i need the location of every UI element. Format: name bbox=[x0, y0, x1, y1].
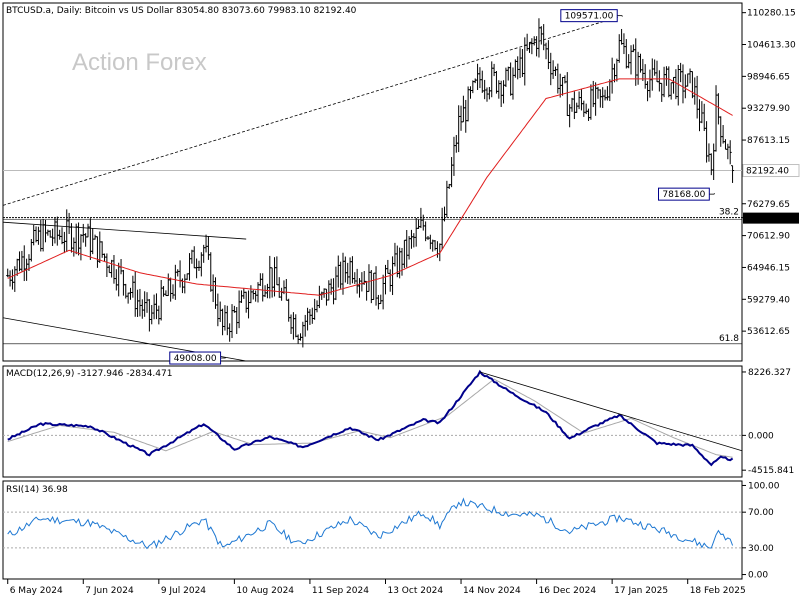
price-annotation-label: 49008.00 bbox=[174, 354, 217, 364]
price-trendline-0 bbox=[2, 16, 620, 206]
fib-382-label: 38.2 bbox=[719, 208, 739, 218]
x-tick-label: 14 Nov 2024 bbox=[463, 586, 521, 596]
price-bars bbox=[6, 18, 735, 348]
macd-panel-border bbox=[2, 365, 743, 478]
price-y-tick-label: 93279.90 bbox=[747, 104, 790, 114]
rsi-y-tick-label: 0.00 bbox=[748, 571, 768, 581]
price-y-tick-label: 104613.30 bbox=[747, 41, 796, 51]
x-tick-label: 6 May 2024 bbox=[10, 586, 63, 596]
price-y-tick-label: 87613.15 bbox=[747, 136, 790, 146]
price-y-tick-label: 70612.90 bbox=[747, 232, 790, 242]
price-annotation-box bbox=[169, 351, 222, 365]
price-annotation-label: 78168.00 bbox=[662, 190, 705, 200]
price-annotation: 109571.00 bbox=[560, 9, 623, 23]
fib-618-label: 61.8 bbox=[719, 334, 739, 344]
price-y-tick-label: 53612.65 bbox=[747, 327, 790, 337]
price-annotations: 109571.00 78168.00 49008.00 bbox=[169, 9, 715, 365]
price-axis-tags: 82192.40 73812.00 bbox=[742, 164, 800, 225]
price-annotation-label: 109571.00 bbox=[565, 12, 614, 22]
macd-panel: MACD(12,26,9) -3127.946 -2834.471 8226.3… bbox=[2, 365, 794, 478]
x-tick-label: 18 Feb 2025 bbox=[690, 586, 746, 596]
rsi-y-tick-label: 100.00 bbox=[748, 481, 780, 491]
macd-y-tick-label: 8226.327 bbox=[748, 368, 791, 378]
price-annotation-box bbox=[560, 9, 618, 23]
x-tick-label: 16 Dec 2024 bbox=[539, 586, 597, 596]
x-tick-label: 7 Jun 2024 bbox=[85, 586, 134, 596]
macd-line bbox=[7, 369, 734, 467]
price-y-tick-label: 64946.15 bbox=[747, 263, 790, 273]
price-panel: Action Forex BTCUSD.a, Daily: Bitcoin vs… bbox=[2, 2, 800, 365]
rsi-line bbox=[7, 497, 734, 550]
x-tick-label: 11 Sep 2024 bbox=[312, 586, 369, 596]
rsi-panel-border bbox=[2, 480, 743, 580]
rsi-y-tick-label: 70.00 bbox=[748, 508, 774, 518]
x-tick-label: 9 Jul 2024 bbox=[161, 586, 206, 596]
rsi-y-tick-label: 30.00 bbox=[748, 544, 774, 554]
watermark: Action Forex bbox=[72, 49, 207, 76]
rsi-panel-header: RSI(14) 36.98 bbox=[6, 485, 68, 495]
current-price-tag-box bbox=[742, 164, 800, 178]
x-tick-label: 10 Aug 2024 bbox=[236, 586, 294, 596]
x-tick-label: 13 Oct 2024 bbox=[387, 586, 443, 596]
x-axis: 6 May 2024 7 Jun 2024 9 Jul 2024 10 Aug 202… bbox=[7, 579, 746, 596]
price-annotation-box bbox=[658, 187, 710, 201]
price-panel-border bbox=[2, 2, 743, 362]
rsi-panel: RSI(14) 36.98 100.00 70.00 30.00 0.00 bbox=[2, 480, 780, 581]
level-tag-box bbox=[743, 212, 799, 224]
macd-y-axis: 8226.327 0.000 -4515.841 bbox=[742, 368, 794, 476]
macd-signal-line bbox=[7, 378, 733, 458]
ohlc-bar bbox=[728, 140, 732, 165]
x-tick-label: 17 Jan 2025 bbox=[614, 586, 668, 596]
macd-y-tick-label: -4515.841 bbox=[748, 466, 794, 476]
price-annotation: 78168.00 bbox=[658, 187, 715, 201]
ohlc-bar bbox=[731, 165, 735, 183]
rsi-y-axis: 100.00 70.00 30.00 0.00 bbox=[3, 481, 780, 581]
price-y-tick-label: 98946.65 bbox=[747, 72, 790, 82]
macd-panel-header: MACD(12,26,9) -3127.946 -2834.471 bbox=[6, 369, 172, 379]
level-tag: 73812.00 bbox=[746, 215, 789, 225]
price-panel-header: BTCUSD.a, Daily: Bitcoin vs US Dollar 83… bbox=[6, 6, 357, 16]
price-y-tick-label: 59279.40 bbox=[747, 295, 790, 305]
macd-trendline bbox=[479, 371, 743, 452]
price-y-axis: 110280.15 104613.30 98946.65 93279.90 87613.… bbox=[742, 9, 796, 337]
macd-y-tick-label: 0.000 bbox=[748, 431, 774, 441]
price-annotation: 49008.00 bbox=[169, 351, 226, 365]
price-levels: 38.2 61.8 bbox=[3, 170, 742, 345]
price-y-tick-label: 110280.15 bbox=[747, 9, 796, 19]
current-price-tag: 82192.40 bbox=[746, 167, 789, 177]
moving-average-line bbox=[7, 78, 733, 296]
price-y-tick-label: 76279.65 bbox=[747, 200, 790, 210]
